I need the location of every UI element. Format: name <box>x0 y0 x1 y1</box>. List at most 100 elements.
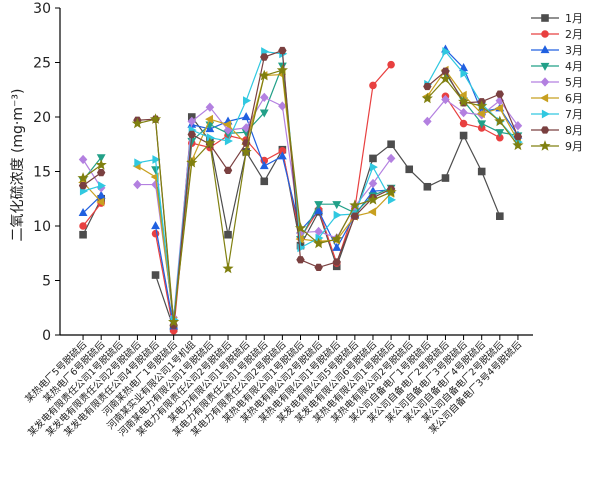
data-point <box>151 166 160 175</box>
data-point <box>540 93 549 103</box>
series-6 <box>78 65 522 326</box>
data-point <box>96 197 105 207</box>
axes: 051015202530某热电厂5号脱硫后某热电厂6号脱硫后某发电有限责任公司1… <box>23 1 533 439</box>
legend-item: 2月 <box>531 28 583 41</box>
data-point <box>314 205 324 214</box>
series-line <box>137 50 392 320</box>
legend-item: 5月 <box>531 76 583 89</box>
data-point <box>259 92 269 103</box>
data-point <box>540 62 550 71</box>
data-point <box>541 30 549 38</box>
data-point <box>350 212 360 220</box>
data-point <box>240 146 252 157</box>
data-point <box>477 167 486 176</box>
legend-item: 7月 <box>531 108 583 121</box>
data-point <box>204 114 214 124</box>
data-point <box>368 178 378 189</box>
data-point <box>441 94 450 105</box>
data-point <box>241 112 251 121</box>
legend-label: 9月 <box>565 140 583 153</box>
data-point <box>458 90 467 100</box>
data-point <box>95 159 107 170</box>
legend-item: 3月 <box>531 44 583 57</box>
legend-item: 6月 <box>531 92 583 105</box>
data-point <box>540 77 550 87</box>
y-tick-label: 30 <box>33 1 51 17</box>
legend-label: 2月 <box>565 28 583 41</box>
data-point <box>331 233 343 244</box>
data-point <box>423 116 432 127</box>
series-line <box>426 70 519 137</box>
y-tick-label: 20 <box>33 110 51 126</box>
data-point <box>186 156 198 168</box>
data-point <box>405 165 414 174</box>
data-point <box>296 256 305 264</box>
data-point <box>78 208 88 217</box>
series-line <box>82 202 102 227</box>
data-point <box>314 263 323 272</box>
series-5 <box>78 92 523 323</box>
data-point <box>387 195 397 205</box>
data-point <box>78 154 88 165</box>
data-point <box>222 262 234 274</box>
legend-item: 8月 <box>531 124 583 137</box>
data-point <box>152 155 161 164</box>
data-point <box>294 222 307 233</box>
series-line <box>426 50 519 143</box>
series-line <box>137 69 392 322</box>
data-point <box>278 46 287 55</box>
data-point <box>79 230 87 239</box>
data-point <box>494 115 506 127</box>
data-point <box>260 177 269 186</box>
data-point <box>539 140 551 151</box>
data-point <box>243 96 252 106</box>
data-point <box>477 120 487 129</box>
legend-label: 4月 <box>565 60 583 73</box>
data-point <box>540 126 550 134</box>
data-point <box>151 221 160 230</box>
data-point <box>313 237 325 249</box>
data-point <box>441 174 450 182</box>
data-point <box>387 60 395 69</box>
data-point <box>332 242 342 251</box>
legend-label: 5月 <box>565 76 583 89</box>
data-point <box>459 107 468 118</box>
data-point <box>149 113 162 124</box>
data-point <box>540 45 550 54</box>
data-point <box>151 271 160 279</box>
y-tick-label: 10 <box>33 219 51 235</box>
data-point <box>495 90 505 98</box>
series-line <box>154 64 392 331</box>
data-point <box>495 129 505 138</box>
data-point <box>276 64 288 75</box>
data-point <box>496 212 504 220</box>
data-point <box>259 109 269 118</box>
data-point <box>205 102 215 112</box>
y-axis-label: 二氧化硫浓度 (mg·m⁻³) <box>10 89 26 242</box>
data-point <box>96 168 106 177</box>
data-point <box>368 207 377 217</box>
data-point <box>259 161 269 170</box>
data-point <box>476 109 485 119</box>
data-point <box>187 116 197 127</box>
data-point <box>459 131 468 140</box>
data-point <box>513 132 523 141</box>
legend-item: 4月 <box>531 60 583 73</box>
data-point <box>134 158 143 168</box>
data-point <box>369 162 378 172</box>
legend-item: 1月 <box>531 12 583 25</box>
data-point <box>224 230 232 239</box>
y-tick-label: 5 <box>42 274 51 290</box>
data-point <box>386 153 396 164</box>
data-point <box>241 123 251 133</box>
legend-label: 6月 <box>565 92 583 105</box>
data-point <box>277 151 287 160</box>
data-point <box>513 121 523 131</box>
data-point <box>442 47 451 57</box>
series-9 <box>77 64 524 327</box>
data-point <box>332 258 341 266</box>
data-point <box>512 139 524 151</box>
data-point <box>423 182 432 191</box>
data-point <box>223 120 232 130</box>
